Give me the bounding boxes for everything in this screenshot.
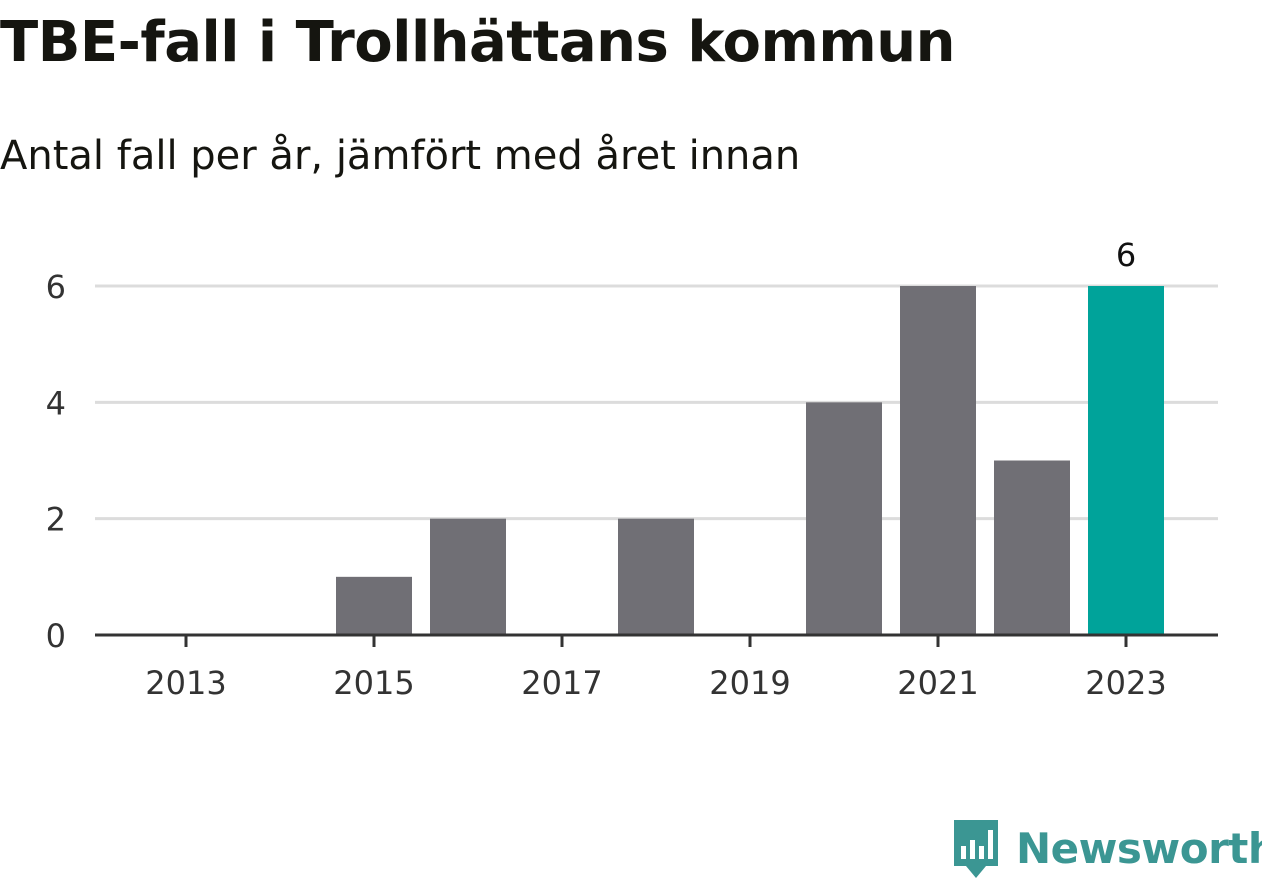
bar-2021 xyxy=(900,286,976,635)
chart-title: TBE-fall i Trollhättans kommun xyxy=(0,10,955,75)
chart-subtitle: Antal fall per år, jämfört med året inna… xyxy=(0,133,801,179)
bar-2018 xyxy=(618,518,694,635)
axes: 0 2 4 6 2013 2015 2017 2019 2021 2023 xyxy=(46,268,1218,702)
bar-2015 xyxy=(336,576,412,635)
bar-2022 xyxy=(994,460,1070,635)
newsworthy-logo-icon xyxy=(954,820,998,878)
y-tick-label: 4 xyxy=(46,384,66,422)
bar-2016 xyxy=(430,518,506,635)
bar-2023 xyxy=(1088,286,1164,635)
y-tick-label: 2 xyxy=(46,501,66,539)
x-tick-label: 2019 xyxy=(709,664,790,702)
y-tick-label: 0 xyxy=(46,617,66,655)
data-labels: 6 xyxy=(1116,236,1136,274)
y-tick-label: 6 xyxy=(46,268,66,306)
brand-name: Newsworthy xyxy=(1016,823,1262,873)
x-tick-label: 2015 xyxy=(333,664,414,702)
data-label-2023: 6 xyxy=(1116,236,1136,274)
x-tick-label: 2021 xyxy=(897,664,978,702)
x-tick-label: 2017 xyxy=(521,664,602,702)
bar-2020 xyxy=(806,402,882,635)
x-tick-label: 2013 xyxy=(145,664,226,702)
brand-footer: Newsworthy xyxy=(950,816,1262,880)
x-tick-label: 2023 xyxy=(1085,664,1166,702)
bars xyxy=(336,286,1164,635)
